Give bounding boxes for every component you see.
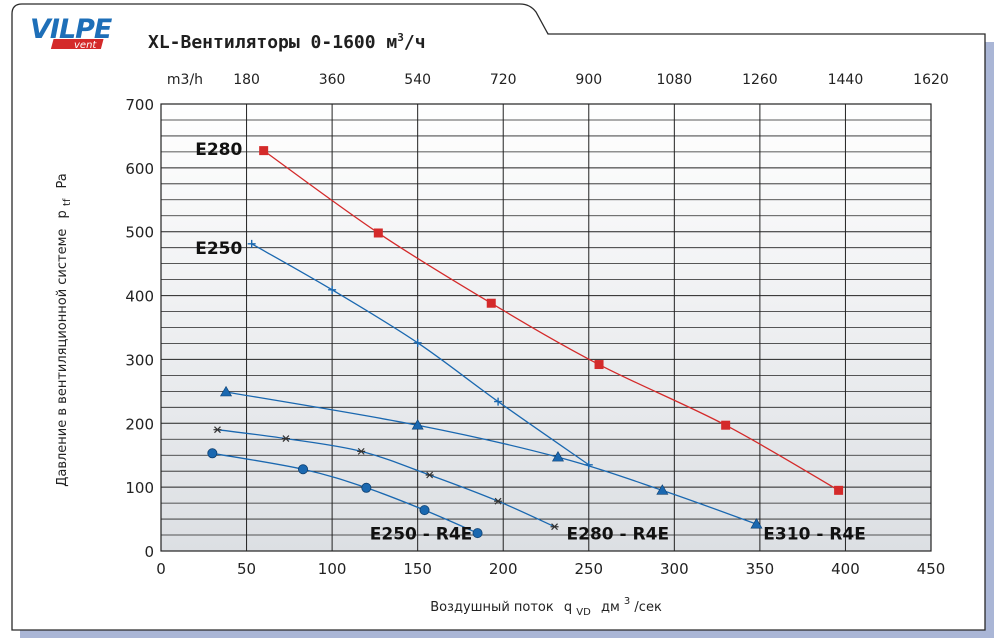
y-tick-label: 700 <box>125 96 154 114</box>
y-tick-label: 200 <box>125 415 154 433</box>
y-tick-label: 600 <box>125 160 154 178</box>
series-e250 <box>247 239 593 469</box>
x-axis-unit-sup: 3 <box>624 596 630 607</box>
data-point-triangle <box>411 419 424 430</box>
data-point-square <box>486 298 496 308</box>
top-tick-label: 1080 <box>657 72 693 88</box>
y-axis-subscript: tf <box>62 198 73 206</box>
axes: 0 50 100 150 200 250 300 350 400 450 0 100 200 300 400… <box>125 72 948 578</box>
y-axis-label-text: Давление в вентиляционной системе <box>55 229 70 487</box>
x-tick-label: 250 <box>574 560 603 578</box>
series-group <box>207 146 844 539</box>
data-point-star <box>425 471 434 479</box>
y-axis-label: Давление в вентиляционной системе p tf P… <box>55 173 74 487</box>
logo-subword: vent <box>74 40 97 51</box>
series-label: E250 <box>195 239 242 259</box>
top-tick-label: 1260 <box>742 72 778 88</box>
x-axis-symbol: q <box>564 600 572 615</box>
series-line <box>225 391 757 525</box>
top-axis-unit-label: m3/h <box>167 72 203 88</box>
data-point-plus <box>247 239 256 248</box>
data-point-circle <box>207 448 218 459</box>
x-axis-unit: дм <box>601 600 620 615</box>
x-tick-label: 150 <box>403 560 432 578</box>
series-line <box>263 150 839 491</box>
data-point-triangle <box>551 451 564 462</box>
x-tick-label: 100 <box>318 560 347 578</box>
x-tick-label: 300 <box>660 560 689 578</box>
series-e280-r4e <box>213 426 559 531</box>
data-point-square <box>373 228 383 238</box>
top-tick-label: 1440 <box>828 72 864 88</box>
chart-title: XL-Вентиляторы 0-1600 м3/ч <box>148 18 426 58</box>
data-point-star <box>494 497 503 505</box>
x-tick-label: 450 <box>917 560 946 578</box>
series-label: E280 <box>195 140 242 160</box>
chart-title-text: XL-Вентиляторы 0-1600 м <box>148 32 398 53</box>
data-point-circle <box>298 464 309 475</box>
data-point-plus <box>328 285 337 294</box>
y-tick-label: 500 <box>125 224 154 242</box>
y-tick-label: 300 <box>125 351 154 369</box>
top-tick-label: 180 <box>233 72 260 88</box>
x-axis-unit-tail: /сек <box>634 600 662 615</box>
y-tick-label: 400 <box>125 288 154 306</box>
series-label: E310 - R4E <box>763 525 866 545</box>
x-tick-label: 400 <box>831 560 860 578</box>
x-axis-subscript: VD <box>576 607 591 618</box>
data-point-square <box>594 360 604 370</box>
top-tick-label: 540 <box>404 72 431 88</box>
top-tick-label: 360 <box>319 72 346 88</box>
top-tick-label: 900 <box>575 72 602 88</box>
x-tick-label: 0 <box>156 560 166 578</box>
data-point-plus <box>413 338 422 347</box>
data-point-star <box>213 426 222 434</box>
chart-title-sup: 3 <box>397 31 404 44</box>
series-label: E250 - R4E <box>370 525 473 545</box>
series-e310-r4e <box>220 385 763 529</box>
data-point-square <box>721 420 731 430</box>
x-axis-label: Воздушный поток q VD дм 3 /сек <box>430 593 662 619</box>
data-point-circle <box>419 505 430 516</box>
data-point-star <box>357 447 366 455</box>
series-e250-r4e <box>207 448 483 539</box>
y-tick-label: 0 <box>144 543 154 561</box>
data-point-circle <box>472 528 483 539</box>
vilpe-logo: VILPE vent <box>30 14 114 51</box>
top-tick-label: 1620 <box>913 72 949 88</box>
series-e280 <box>259 146 844 495</box>
series-label: E280 - R4E <box>567 525 670 545</box>
data-point-square <box>834 485 844 495</box>
x-tick-label: 50 <box>237 560 256 578</box>
series-labels: E280 E250 E250 - R4E E280 - R4E E310 - R4E <box>195 140 866 544</box>
grid <box>160 103 932 552</box>
data-point-triangle <box>220 385 233 397</box>
data-point-circle <box>361 482 372 493</box>
x-tick-label: 350 <box>746 560 775 578</box>
chart-title-tail: /ч <box>403 32 426 53</box>
data-point-star <box>281 435 290 443</box>
y-axis-symbol: p <box>55 210 70 218</box>
data-point-square <box>259 146 269 156</box>
y-tick-label: 100 <box>125 479 154 497</box>
top-tick-label: 720 <box>490 72 517 88</box>
logo-ribbon <box>50 39 104 49</box>
data-point-triangle <box>750 518 763 529</box>
data-point-star <box>550 523 559 531</box>
x-axis-label-text: Воздушный поток <box>430 600 554 615</box>
data-point-triangle <box>656 484 669 495</box>
data-point-plus <box>494 397 503 406</box>
x-tick-label: 200 <box>489 560 518 578</box>
y-axis-unit: Pa <box>55 173 70 188</box>
